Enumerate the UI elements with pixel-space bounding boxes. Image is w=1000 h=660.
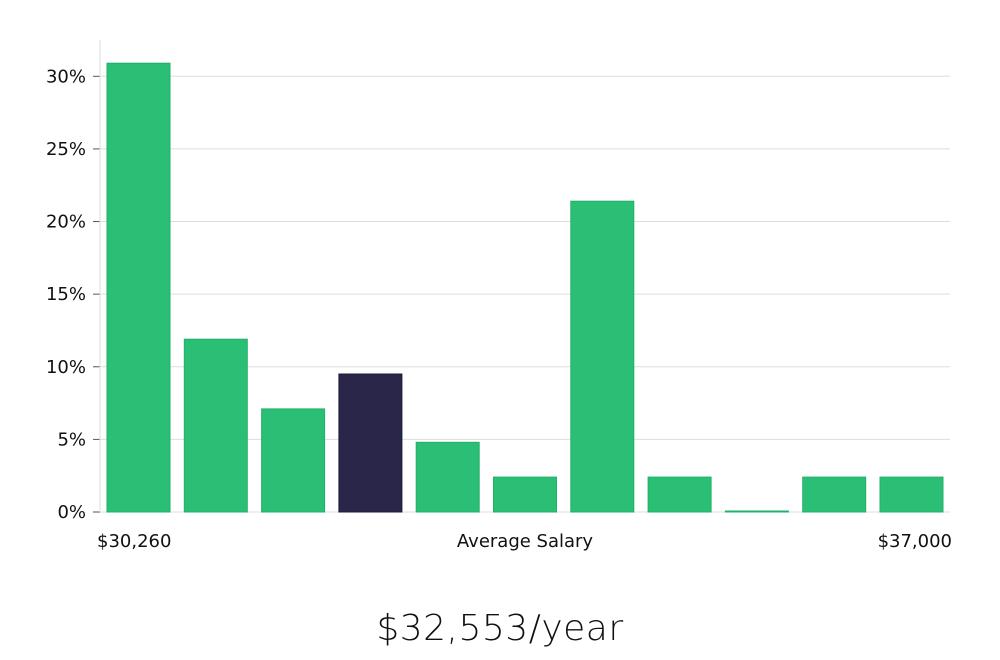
y-tick-label: 0%: [57, 502, 86, 523]
y-tick-label: 15%: [46, 284, 86, 305]
bar: [493, 476, 557, 513]
salary-histogram: 0% 5% 10% 15% 20% 25% 30% $30,260 Average Sala…: [46, 40, 952, 552]
y-tick-label: 25%: [46, 139, 86, 160]
y-tick-label: 10%: [46, 357, 86, 378]
y-axis-ticks: 0% 5% 10% 15% 20% 25% 30%: [46, 66, 100, 523]
bar-highlighted: [338, 373, 403, 513]
average-salary-headline: $32,553/year: [376, 608, 624, 649]
bar: [570, 200, 635, 513]
x-axis-title: Average Salary: [457, 531, 594, 552]
y-tick-label: 5%: [57, 429, 86, 450]
bar: [261, 408, 326, 513]
bar: [647, 476, 712, 513]
bar: [106, 62, 171, 513]
x-min-label: $30,260: [97, 531, 171, 552]
x-max-label: $37,000: [878, 531, 952, 552]
bars: [106, 62, 944, 513]
bar: [724, 510, 789, 513]
bar: [802, 476, 867, 513]
y-tick-label: 20%: [46, 212, 86, 233]
bar: [183, 338, 248, 513]
bar: [879, 476, 944, 513]
bar: [415, 441, 480, 513]
y-tick-label: 30%: [46, 66, 86, 87]
